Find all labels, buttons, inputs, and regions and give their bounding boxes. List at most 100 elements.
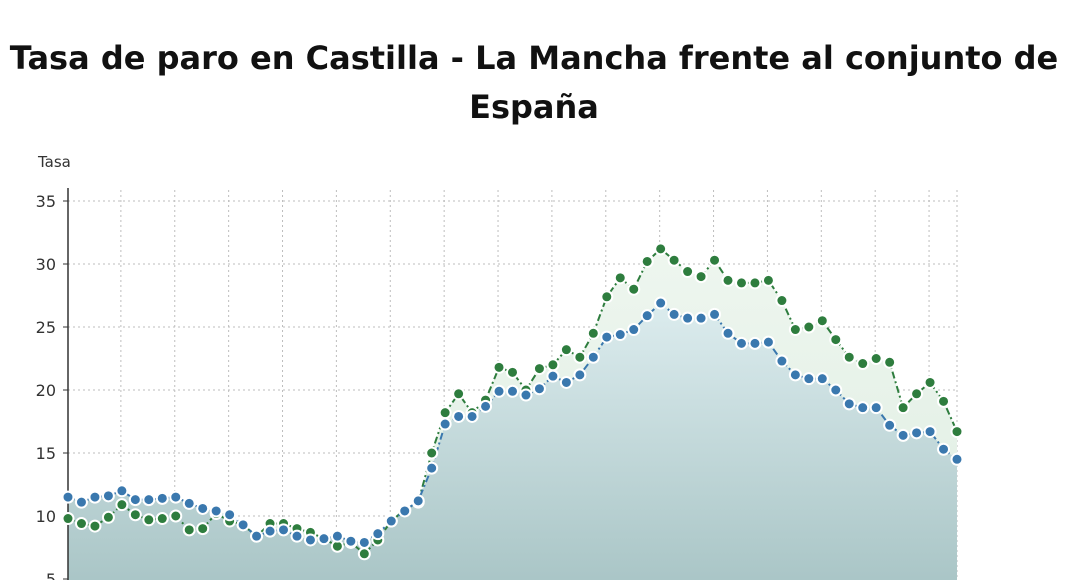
series-2-point [506,384,519,398]
series-1-point [708,253,722,267]
series-1-point [128,508,142,522]
series-1-point [182,523,196,537]
series-2-point [681,311,695,325]
series-2-point [492,384,506,398]
series-1-point [896,401,910,415]
series-2-point [613,328,627,342]
series-2-point [223,508,237,522]
series-1-point [667,253,681,267]
series-1-point [532,362,546,376]
series-2-point [452,409,466,423]
series-2-point [115,484,129,498]
series-2-point [196,501,210,515]
series-2-point [209,504,223,518]
series-1-point [950,425,964,439]
series-2-point [519,388,533,402]
series-2-point [559,375,573,389]
series-2-point [61,490,75,504]
series-1-point [586,326,600,340]
series-1-point [923,375,937,389]
series-1-point [681,265,695,279]
series-1-point [438,406,452,420]
series-2-point [667,307,681,321]
series-2-point [384,514,398,528]
series-2-point [277,523,291,537]
series-1-point [856,357,870,371]
series-1-point [654,242,668,256]
series-2-point [398,504,412,518]
series-2-point [303,533,317,547]
series-2-point [479,399,493,413]
y-tick-label: 35 [36,192,56,211]
y-tick-label: 5 [46,570,56,580]
series-2-point [761,335,775,349]
series-1-point [61,512,75,526]
series-2-point [263,524,277,538]
series-2-point [88,490,102,504]
series-1-point [640,254,654,268]
series-2-point [250,529,264,543]
series-1-point [546,358,560,372]
series-1-point [196,522,210,536]
series-2-point [627,323,641,337]
series-2-point [842,397,856,411]
series-2-point [169,490,183,504]
series-2-point [802,372,816,386]
series-2-point [923,425,937,439]
series-2-point [465,409,479,423]
series-2-point [654,296,668,310]
series-1-point [910,387,924,401]
series-1-point [788,323,802,337]
series-2-point [775,354,789,368]
series-2-point [236,518,250,532]
series-1-point [748,276,762,290]
series-1-point [842,350,856,364]
series-1-point [425,446,439,460]
series-2-point [371,527,385,541]
series-area-2 [68,303,957,580]
series-1-point [802,320,816,334]
series-1-point [627,282,641,296]
series-2-point [573,368,587,382]
series-1-point [613,271,627,285]
series-2-point [142,493,156,507]
series-2-point [937,442,951,456]
series-2-point [330,529,344,543]
y-tick-label: 10 [36,507,56,526]
series-1-point [761,273,775,287]
series-1-point [883,355,897,369]
series-2-point [829,383,843,397]
series-2-point [600,330,614,344]
series-2-point [128,493,142,507]
series-1-point [492,360,506,374]
series-1-point [169,509,183,523]
series-1-point [74,517,88,531]
series-2-point [869,401,883,415]
series-2-point [411,494,425,508]
series-1-point [600,290,614,304]
series-1-point [115,498,129,512]
series-2-point [910,426,924,440]
series-1-point [155,512,169,526]
series-2-point [586,350,600,364]
series-2-point [950,452,964,466]
series-2-point [721,326,735,340]
series-1-point [694,270,708,284]
series-1-point [88,519,102,533]
series-1-point [721,273,735,287]
y-tick-label: 30 [36,255,56,274]
series-1-point [357,547,371,561]
series-1-point [559,343,573,357]
series-2-point [640,309,654,323]
series-2-point [101,489,115,503]
series-2-point [317,532,331,546]
series-1-point [573,350,587,364]
series-2-point [896,428,910,442]
series-2-point [357,535,371,549]
series-2-point [425,461,439,475]
series-1-point [101,510,115,524]
y-tick-label: 20 [36,381,56,400]
series-2-point [546,369,560,383]
series-2-point [532,382,546,396]
